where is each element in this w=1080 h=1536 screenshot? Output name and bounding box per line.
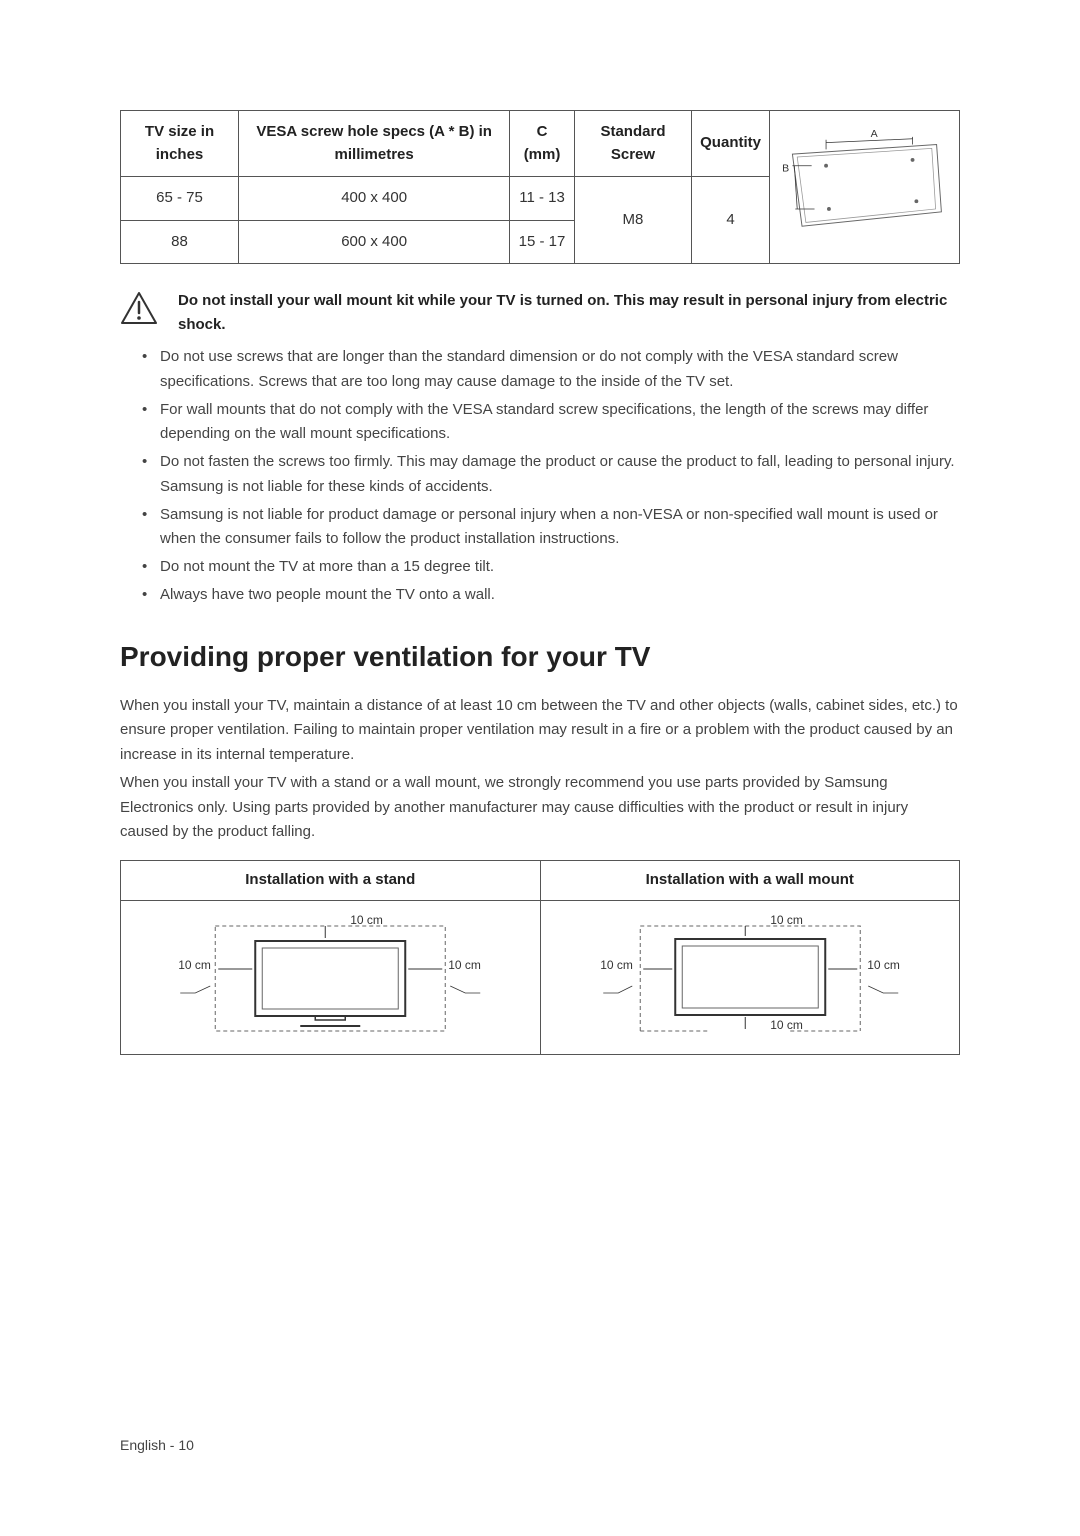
table-cell: 400 x 400 <box>239 177 510 221</box>
stand-install-diagram: 10 cm 10 cm 10 cm <box>131 911 530 1036</box>
table-cell: 4 <box>692 177 770 264</box>
list-item: Do not fasten the screws too firmly. Thi… <box>142 450 960 500</box>
list-item: For wall mounts that do not comply with … <box>142 398 960 448</box>
svg-text:A: A <box>871 128 879 140</box>
vesa-pattern-diagram: A B <box>778 128 951 238</box>
specs-header-qty: Quantity <box>692 111 770 177</box>
body-paragraph: When you install your TV, maintain a dis… <box>120 694 960 768</box>
body-paragraph: When you install your TV with a stand or… <box>120 771 960 845</box>
svg-text:10 cm: 10 cm <box>448 958 481 972</box>
warning-text: Do not install your wall mount kit while… <box>178 289 960 337</box>
svg-text:10 cm: 10 cm <box>770 1018 803 1032</box>
wall-diagram-cell: 10 cm 10 cm 10 cm 10 cm <box>540 900 960 1054</box>
specs-header-screw: Standard Screw <box>574 111 691 177</box>
list-item: Always have two people mount the TV onto… <box>142 583 960 608</box>
svg-text:10 cm: 10 cm <box>350 913 383 927</box>
section-heading: Providing proper ventilation for your TV <box>120 636 960 678</box>
wall-install-diagram: 10 cm 10 cm 10 cm 10 cm <box>551 911 950 1036</box>
specs-header-vesa: VESA screw hole specs (A * B) in millime… <box>239 111 510 177</box>
specs-table: TV size in inches VESA screw hole specs … <box>120 110 960 264</box>
table-cell: M8 <box>574 177 691 264</box>
list-item: Samsung is not liable for product damage… <box>142 503 960 553</box>
table-cell: 600 x 400 <box>239 220 510 264</box>
stand-diagram-cell: 10 cm 10 cm 10 cm <box>121 900 541 1054</box>
install-header-wall: Installation with a wall mount <box>540 861 960 901</box>
list-item: Do not use screws that are longer than t… <box>142 345 960 395</box>
warning-icon <box>120 291 158 333</box>
list-item: Do not mount the TV at more than a 15 de… <box>142 555 960 580</box>
table-cell: 88 <box>121 220 239 264</box>
svg-text:10 cm: 10 cm <box>600 958 633 972</box>
install-header-stand: Installation with a stand <box>121 861 541 901</box>
svg-text:10 cm: 10 cm <box>867 958 900 972</box>
warning-block: Do not install your wall mount kit while… <box>120 289 960 337</box>
installation-table: Installation with a stand Installation w… <box>120 860 960 1055</box>
page-footer: English - 10 <box>120 1435 960 1456</box>
specs-header-size: TV size in inches <box>121 111 239 177</box>
table-cell: 15 - 17 <box>510 220 575 264</box>
svg-text:10 cm: 10 cm <box>178 958 211 972</box>
svg-text:B: B <box>782 163 789 175</box>
bullet-list: Do not use screws that are longer than t… <box>120 345 960 608</box>
table-cell: 65 - 75 <box>121 177 239 221</box>
vesa-diagram-cell: A B <box>770 111 960 264</box>
table-cell: 11 - 13 <box>510 177 575 221</box>
svg-text:10 cm: 10 cm <box>770 913 803 927</box>
specs-header-c: C (mm) <box>510 111 575 177</box>
